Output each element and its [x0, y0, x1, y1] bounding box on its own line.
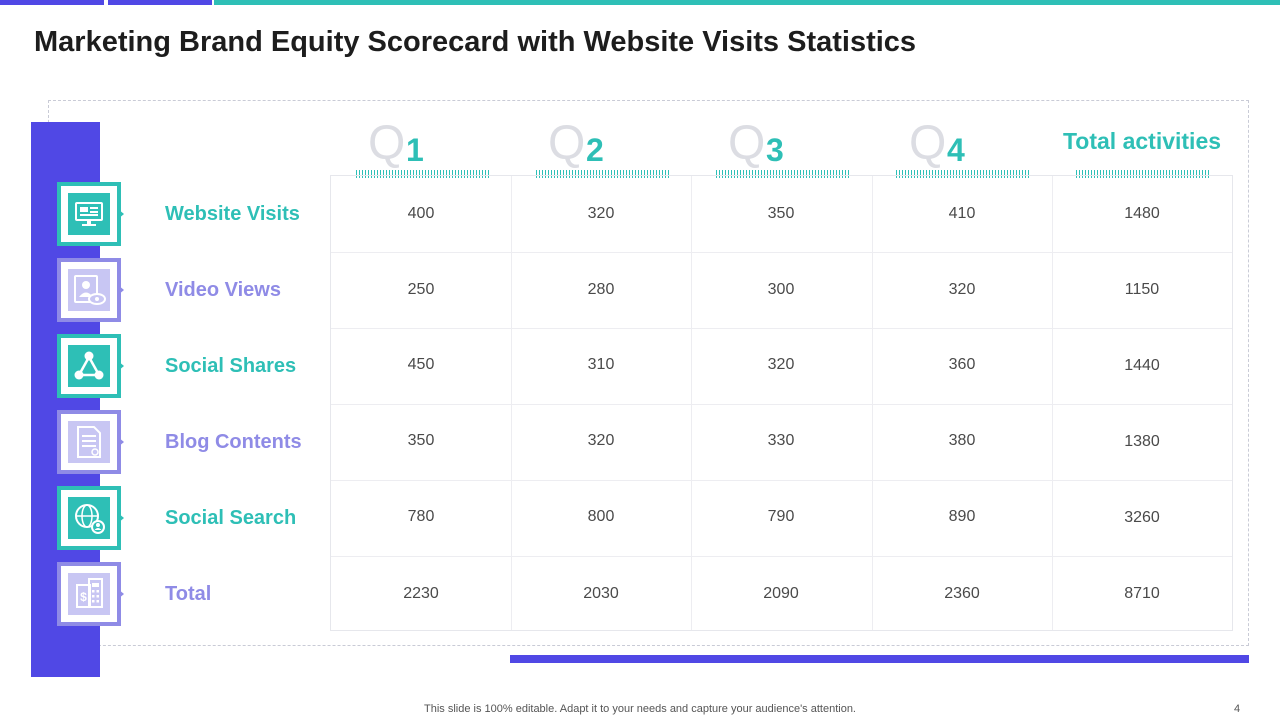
row-pointer [118, 589, 124, 599]
q-letter: Q [728, 117, 766, 170]
header-tick-rule [536, 170, 670, 178]
row-label-social-search: Social Search [165, 507, 297, 529]
svg-text:$: $ [80, 590, 87, 604]
header-tick-rule [1076, 170, 1210, 178]
document-icon [68, 421, 110, 463]
table-cell: 8710 [1124, 585, 1160, 602]
table-cell: 2030 [583, 585, 619, 602]
table-cell: 320 [587, 205, 615, 222]
grid-line [331, 404, 1232, 405]
table-cell: 450 [407, 356, 435, 373]
page-number: 4 [1234, 703, 1241, 715]
table-cell: 380 [948, 432, 976, 449]
header-q3: Q 3 [690, 118, 870, 170]
video-person-eye-icon [68, 269, 110, 311]
table-cell: 1440 [1124, 357, 1160, 374]
table-cell: 300 [767, 281, 795, 298]
quarter-number: 3 [766, 132, 784, 168]
row-pointer [118, 285, 124, 295]
header-q2: Q 2 [510, 118, 690, 170]
total-icon-box: $ [57, 562, 121, 626]
share-network-icon [68, 345, 110, 387]
row-pointer [118, 361, 124, 371]
header-tick-rule [896, 170, 1030, 178]
table-cell: 320 [587, 432, 615, 449]
row-pointer [118, 209, 124, 219]
computer-monitor-icon [68, 193, 110, 235]
grid-line [331, 480, 1232, 481]
row-pointer [118, 437, 124, 447]
social-shares-icon-box [57, 334, 121, 398]
table-cell: 2230 [403, 585, 439, 602]
table-cell: 780 [407, 508, 435, 525]
top-accent-bar-1 [0, 0, 104, 5]
table-cell: 310 [587, 356, 615, 373]
grid-line [331, 328, 1232, 329]
table-cell: 1380 [1124, 433, 1160, 450]
row-label-social-shares: Social Shares [165, 355, 297, 377]
header-q4: Q 4 [871, 118, 1051, 170]
top-accent-bar-3 [214, 0, 1280, 5]
table-cell: 280 [587, 281, 615, 298]
quarter-number: 2 [586, 132, 604, 168]
table-cell: 800 [587, 508, 615, 525]
table-cell: 1480 [1124, 205, 1160, 222]
grid-line [872, 176, 873, 630]
footer-note: This slide is 100% editable. Adapt it to… [424, 703, 856, 715]
grid-line [1052, 176, 1053, 630]
grid-line [331, 252, 1232, 253]
table-cell: 320 [948, 281, 976, 298]
header-tick-rule [716, 170, 850, 178]
quarter-number: 4 [947, 132, 965, 168]
grid-line [331, 556, 1232, 557]
row-label-video-views: Video Views [165, 279, 281, 301]
table-cell: 250 [407, 281, 435, 298]
blog-contents-icon-box [57, 410, 121, 474]
social-search-icon-box [57, 486, 121, 550]
table-cell: 320 [767, 356, 795, 373]
table-cell: 2090 [763, 585, 799, 602]
quarter-number: 1 [406, 132, 424, 168]
table-cell: 790 [767, 508, 795, 525]
table-cell: 350 [767, 205, 795, 222]
bottom-accent-bar [510, 655, 1249, 663]
row-label-total: Total [165, 583, 212, 605]
q-letter: Q [368, 117, 406, 170]
header-total-activities: Total activities [1062, 128, 1222, 154]
q-letter: Q [909, 117, 947, 170]
calculator-icon: $ [68, 573, 110, 615]
grid-line [691, 176, 692, 630]
grid-line [511, 176, 512, 630]
header-tick-rule [356, 170, 490, 178]
table-cell: 1150 [1124, 281, 1160, 298]
table-cell: 2360 [944, 585, 980, 602]
scorecard-table [330, 175, 1233, 631]
website-visits-icon-box [57, 182, 121, 246]
row-label-website-visits: Website Visits [165, 203, 300, 225]
slide-title: Marketing Brand Equity Scorecard with We… [34, 26, 917, 58]
table-cell: 410 [948, 205, 976, 222]
row-pointer [118, 513, 124, 523]
header-q1: Q 1 [330, 118, 510, 170]
globe-user-icon [68, 497, 110, 539]
table-cell: 890 [948, 508, 976, 525]
row-label-blog-contents: Blog Contents [165, 431, 302, 453]
table-cell: 3260 [1124, 509, 1160, 526]
table-cell: 330 [767, 432, 795, 449]
top-accent-bar-2 [108, 0, 212, 5]
video-views-icon-box [57, 258, 121, 322]
table-cell: 350 [407, 432, 435, 449]
table-cell: 360 [948, 356, 976, 373]
q-letter: Q [548, 117, 586, 170]
table-cell: 400 [407, 205, 435, 222]
